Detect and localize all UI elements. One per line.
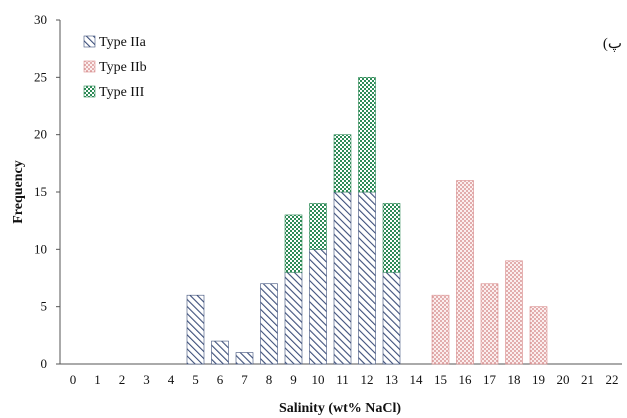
y-tick-label: 15 — [34, 184, 47, 199]
y-tick-label: 30 — [34, 12, 47, 27]
x-axis-title: Salinity (wt% NaCl) — [279, 401, 401, 416]
y-tick-label: 10 — [34, 241, 47, 256]
legend-label-type-iia: Type IIa — [99, 35, 147, 50]
y-tick-label: 5 — [41, 299, 48, 314]
legend: Type IIa Type IIb Type III — [83, 35, 147, 100]
x-tick-label: 12 — [361, 372, 374, 387]
x-tick-label: 21 — [581, 372, 594, 387]
y-tick-label: 25 — [34, 69, 47, 84]
x-tick-label: 7 — [241, 372, 248, 387]
bars-group — [186, 77, 548, 365]
bar-type-iib-19 — [529, 306, 548, 365]
legend-swatch-type-iii — [83, 85, 96, 98]
bar-type-iii-10 — [309, 203, 327, 250]
x-tick-label: 10 — [312, 372, 325, 387]
bar-type-iia-10 — [309, 249, 327, 365]
x-tick-label: 20 — [557, 372, 570, 387]
x-tick-label: 19 — [532, 372, 545, 387]
legend-label-type-iib: Type IIb — [99, 60, 147, 75]
x-tick-label: 5 — [192, 372, 199, 387]
x-tick-label: 18 — [508, 372, 521, 387]
x-tick-label: 8 — [266, 372, 273, 387]
panel-label: (پ — [603, 36, 622, 52]
y-axis-title: Frequency — [11, 160, 26, 224]
x-tick-label: 15 — [434, 372, 447, 387]
bar-type-iii-13 — [382, 203, 401, 273]
x-tick-label: 11 — [336, 372, 349, 387]
bar-type-iii-12 — [358, 77, 376, 193]
bar-type-iib-17 — [480, 283, 499, 365]
bar-type-iib-16 — [456, 180, 474, 365]
x-tick-label: 2 — [119, 372, 126, 387]
y-axis-ticks: 0 5 10 15 20 25 30 — [34, 12, 60, 371]
x-tick-label: 9 — [290, 372, 297, 387]
x-tick-label: 13 — [385, 372, 398, 387]
x-axis-ticks: 0 1 2 3 4 5 6 7 8 9 10 11 12 13 14 15 16 17 18 19 20 21 22 — [70, 372, 619, 387]
x-tick-label: 14 — [410, 372, 424, 387]
bar-type-iia-7 — [235, 352, 254, 365]
bar-type-iia-13 — [382, 271, 401, 365]
x-tick-label: 3 — [143, 372, 150, 387]
bar-type-iia-8 — [260, 283, 278, 365]
bar-type-iia-5 — [186, 294, 205, 365]
x-tick-label: 0 — [70, 372, 77, 387]
bar-type-iii-9 — [284, 214, 303, 273]
x-tick-label: 22 — [606, 372, 619, 387]
bar-type-iia-6 — [211, 340, 229, 365]
legend-swatch-type-iia — [83, 35, 96, 48]
x-tick-label: 6 — [217, 372, 224, 387]
bar-type-iia-11 — [333, 191, 352, 365]
bar-type-iib-15 — [431, 294, 450, 365]
y-tick-label: 20 — [34, 127, 47, 142]
x-tick-label: 1 — [94, 372, 101, 387]
bar-type-iia-12 — [358, 191, 376, 365]
legend-label-type-iii: Type III — [99, 85, 145, 100]
x-tick-label: 4 — [168, 372, 175, 387]
x-tick-label: 16 — [459, 372, 473, 387]
bar-type-iii-11 — [333, 134, 352, 193]
legend-swatch-type-iib — [83, 60, 96, 73]
bar-type-iia-9 — [284, 271, 303, 365]
y-tick-label: 0 — [41, 356, 48, 371]
bar-type-iib-18 — [505, 260, 523, 365]
x-tick-label: 17 — [483, 372, 497, 387]
